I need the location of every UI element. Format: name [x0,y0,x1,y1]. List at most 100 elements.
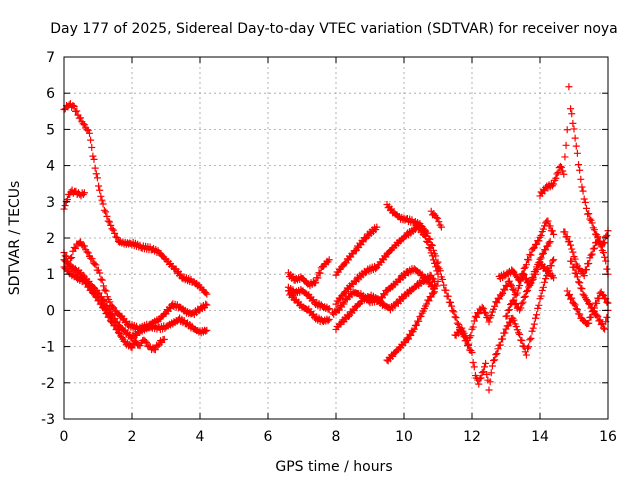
data-point [501,329,509,337]
data-point [534,265,542,273]
data-point [89,152,97,160]
x-tick-label: 8 [332,429,341,445]
data-point [525,283,533,291]
data-point [436,267,444,275]
data-point [587,313,595,321]
data-point [133,331,141,339]
series-arc-f [284,256,333,290]
data-point [505,277,513,285]
series-arc-b [60,186,88,213]
data-point [177,270,185,278]
data-point [477,374,485,382]
data-point [79,120,87,128]
data-point [499,335,507,343]
data-point [505,306,513,314]
data-point [560,170,568,178]
data-point [325,315,333,323]
data-point [530,320,538,328]
data-point [80,121,88,129]
data-point [203,301,211,309]
data-point [534,304,542,312]
data-point [494,345,502,353]
data-point [325,305,333,313]
y-tick-label: 1 [46,267,55,283]
data-point [433,282,441,290]
data-point [465,340,473,348]
series-arc-w [567,257,612,333]
series-arc-k [383,200,442,271]
data-point [593,299,601,307]
data-point [382,253,390,261]
series-arc-m [332,271,439,333]
data-point [567,241,575,249]
data-point [571,301,579,309]
data-point [79,276,87,284]
data-series [60,83,612,394]
data-point [550,230,558,238]
series-arc-a [60,100,211,298]
data-point [573,149,581,157]
x-tick-label: 12 [463,429,481,445]
data-point [527,251,535,259]
data-point [104,217,112,225]
data-point [381,291,389,299]
y-tick-label: 0 [46,303,55,319]
data-point [108,225,116,233]
data-point [109,226,117,234]
data-point [99,200,107,208]
data-point [202,289,210,297]
data-point [520,264,528,272]
data-point [539,225,547,233]
data-point [103,309,111,317]
data-point [501,286,509,294]
data-point [603,265,611,273]
data-point [61,202,69,210]
data-point [469,358,477,366]
data-point [589,245,597,253]
data-point [565,83,573,91]
y-tick-label: -2 [41,376,55,392]
data-point [415,317,423,325]
y-axis-label: SDTVAR / TECUs [7,181,23,296]
series-arc-c [60,238,211,333]
data-point [576,310,584,318]
data-point [570,263,578,271]
data-point [569,248,577,256]
data-point [567,105,575,113]
data-point [568,245,576,253]
data-point [476,375,484,383]
data-point [563,233,571,241]
data-point [160,335,168,343]
data-point [412,321,420,329]
data-point [599,249,607,257]
data-point [601,239,609,247]
data-point [95,182,103,190]
data-point [372,265,380,273]
data-point [480,308,488,316]
data-point [97,275,105,283]
data-point [429,256,437,264]
y-tick-label: -3 [41,412,55,428]
data-point [314,274,322,282]
data-point [73,107,81,115]
data-point [70,102,78,110]
data-point [590,226,598,234]
data-point [91,260,99,268]
data-point [491,302,499,310]
data-point [538,250,546,258]
data-point [425,235,433,243]
data-point [510,316,518,324]
data-point [88,144,96,152]
data-point [442,286,450,294]
data-point [553,170,561,178]
data-point [572,305,580,313]
data-point [91,164,99,172]
data-point [92,170,100,178]
data-point [541,278,549,286]
data-point [475,380,483,388]
data-point [111,229,119,237]
data-point [552,174,560,182]
data-point [85,282,93,290]
data-point [100,206,108,214]
data-point [525,343,533,351]
